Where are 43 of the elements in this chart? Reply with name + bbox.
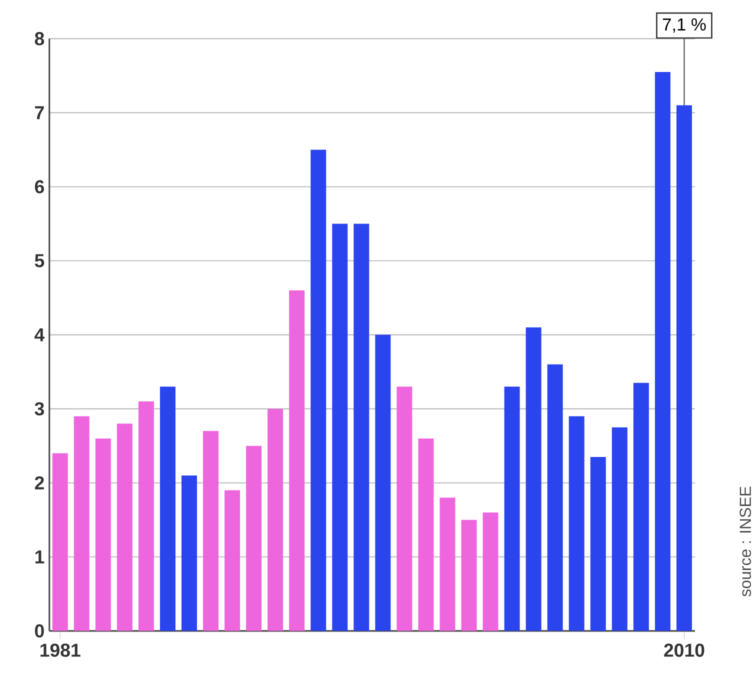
- y-tick-label: 2: [34, 476, 44, 490]
- bar: [203, 431, 219, 632]
- bar: [224, 490, 240, 632]
- bar: [440, 498, 456, 632]
- bar: [418, 438, 434, 632]
- bar: [590, 457, 606, 632]
- y-tick-label: 0: [34, 624, 44, 638]
- x-tick-label: 1981: [40, 644, 80, 658]
- bar: [268, 409, 284, 632]
- y-tick-label: 6: [34, 180, 44, 194]
- bar: [482, 512, 498, 632]
- x-tick-label: 2010: [664, 644, 704, 658]
- bar: [160, 386, 176, 632]
- bar: [504, 386, 520, 632]
- bar: [526, 328, 542, 632]
- y-tick-label: 4: [34, 328, 45, 342]
- bar: [612, 428, 628, 632]
- bar: [310, 150, 326, 632]
- y-tick-label: 5: [34, 254, 44, 268]
- y-tick-label: 1: [35, 550, 44, 564]
- bar: [52, 453, 68, 632]
- y-tick-label: 7: [35, 106, 44, 120]
- bar: [633, 383, 649, 632]
- bar: [289, 290, 305, 632]
- bar: [654, 72, 670, 632]
- bar: [375, 334, 391, 632]
- bar: [332, 224, 348, 632]
- bar: [181, 476, 197, 632]
- bar: [396, 386, 412, 632]
- bar: [138, 402, 154, 632]
- bar: [568, 416, 584, 632]
- source-note: source : INSEE: [740, 486, 752, 597]
- bar: [354, 224, 370, 632]
- y-tick-label: 3: [34, 402, 44, 416]
- y-tick-label: 8: [34, 32, 44, 46]
- bar: [95, 438, 111, 632]
- bar: [246, 446, 262, 632]
- bar: [74, 416, 90, 632]
- bar: [547, 364, 563, 632]
- bar: [676, 105, 692, 632]
- bar: [116, 424, 132, 632]
- data-label: 7,1 %: [662, 18, 706, 33]
- bar: [461, 520, 477, 632]
